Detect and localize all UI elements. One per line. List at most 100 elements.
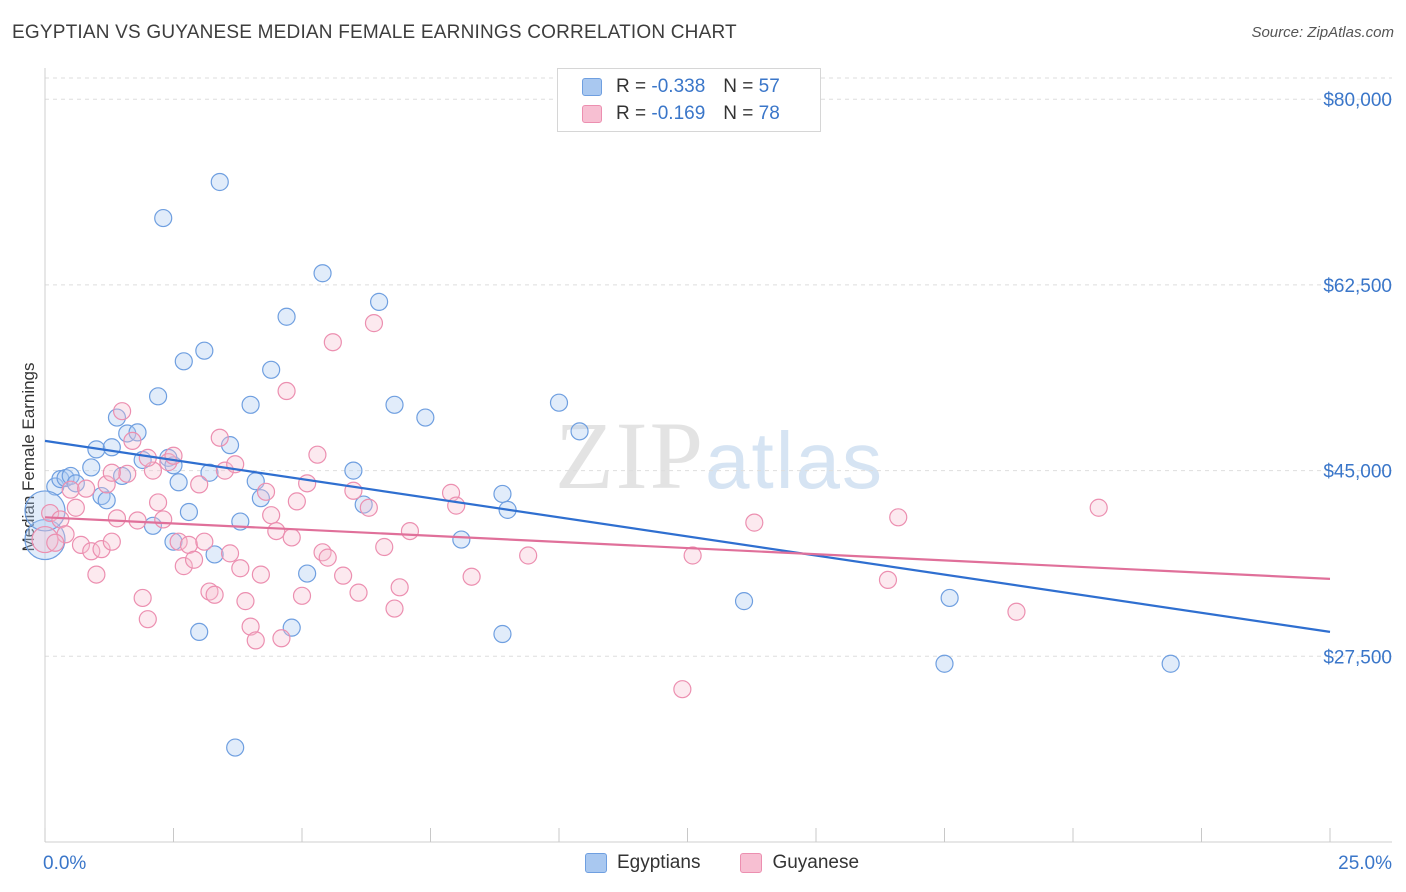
guyanese-point (200, 582, 219, 601)
guyanese-point (169, 532, 188, 551)
x-tick-label: 25.0% (1338, 853, 1392, 874)
legend-item-egyptians[interactable]: Egyptians (585, 852, 700, 874)
guyanese-point (287, 492, 306, 511)
y-tick-label: $62,500 (1323, 276, 1392, 297)
egyptians-point (164, 532, 183, 551)
guyanese-point (359, 498, 378, 517)
egyptians-point (734, 592, 754, 611)
egyptians-point (190, 622, 209, 642)
egyptians-point (493, 624, 512, 644)
legend-r-label: R = (616, 103, 647, 124)
guyanese-point (298, 474, 317, 493)
egyptians-point (174, 352, 193, 371)
guyanese-point (256, 482, 276, 501)
egyptians-point (128, 423, 147, 442)
legend-label-egyptians: Egyptians (617, 852, 701, 873)
egyptians-point (179, 502, 199, 522)
guyanese-point (1007, 602, 1026, 621)
guyanese-point (87, 565, 106, 584)
guyanese-point (349, 583, 368, 602)
guyanese-point (282, 528, 301, 547)
watermark: ZIPatlas (555, 400, 884, 511)
egyptians-point (935, 654, 954, 673)
guyanese-point (112, 402, 132, 421)
egyptians-point (298, 564, 317, 583)
egyptians-point (262, 360, 281, 379)
egyptians-point (148, 387, 168, 406)
egyptians-point (370, 292, 389, 311)
guyanese-point (71, 535, 91, 554)
guyanese-point (673, 680, 692, 699)
y-tick-label: $80,000 (1323, 90, 1392, 111)
egyptians-point (226, 738, 245, 757)
guyanese-point (292, 586, 312, 605)
guyanese-point (400, 521, 420, 541)
legend-row-egyptians: R = -0.338 N = 57 (582, 75, 780, 99)
egyptians-point (200, 463, 219, 482)
guyanese-point (148, 493, 168, 512)
guyanese-point (313, 543, 332, 562)
guyanese-point (92, 540, 111, 559)
legend-swatch-guyanese (582, 105, 602, 123)
legend-n-value: 57 (758, 76, 780, 97)
guyanese-point (190, 475, 209, 494)
egyptians-point (169, 473, 188, 492)
guyanese-point (364, 314, 384, 333)
legend-swatch-egyptians (582, 78, 602, 96)
guyanese-point (236, 592, 255, 611)
source-label: Source: ZipAtlas.com (1251, 24, 1394, 41)
legend-swatch-egyptians (585, 853, 607, 873)
egyptians-point (210, 172, 229, 192)
egyptians-point (97, 491, 116, 510)
egyptians-point (82, 458, 101, 477)
guyanese-point (97, 475, 116, 494)
guyanese-point (462, 567, 481, 586)
guyanese-point (210, 428, 229, 447)
guyanese-point (77, 479, 96, 498)
guyanese-point (745, 513, 764, 532)
guyanese-point (31, 525, 59, 554)
guyanese-point (272, 629, 291, 648)
egyptians-point (220, 436, 240, 455)
egyptians-point (344, 461, 363, 480)
guyanese-point (241, 617, 260, 636)
egyptians-point (416, 408, 435, 427)
egyptians-point (493, 484, 512, 504)
guyanese-point (889, 508, 908, 527)
guyanese-point (683, 546, 702, 565)
legend-r-value: -0.338 (651, 76, 706, 97)
guyanese-point (107, 509, 127, 528)
guyanese-point (1089, 498, 1108, 517)
egyptians-point (1161, 654, 1180, 673)
guyanese-point (133, 588, 152, 608)
egyptians-point (195, 341, 214, 360)
egyptians-point (24, 490, 66, 532)
guyanese-point (447, 496, 466, 515)
legend-swatch-guyanese (740, 853, 763, 873)
guyanese-point (46, 533, 65, 552)
guyanese-point (262, 506, 281, 525)
egyptians-point (385, 395, 404, 414)
egyptians-point (354, 495, 373, 514)
chart-title: EGYPTIAN VS GUYANESE MEDIAN FEMALE EARNI… (12, 22, 737, 43)
egyptians-point (102, 438, 121, 457)
guyanese-point (61, 480, 80, 499)
guyanese-point (246, 631, 265, 650)
guyanese-point (308, 445, 327, 464)
guyanese-trendline (44, 516, 1331, 580)
egyptians-point (940, 588, 959, 608)
guyanese-point (277, 381, 296, 401)
y-tick-label: $45,000 (1323, 462, 1392, 483)
guyanese-point (375, 537, 394, 557)
egyptians-point (154, 208, 173, 228)
legend-row-guyanese: R = -0.169 N = 78 (582, 102, 780, 126)
guyanese-point (267, 521, 286, 541)
legend-n-label: N = (723, 76, 754, 97)
guyanese-point (195, 532, 214, 551)
legend-item-guyanese[interactable]: Guyanese (740, 852, 859, 874)
egyptians-point (549, 393, 569, 412)
guyanese-point (66, 498, 85, 517)
guyanese-point (102, 532, 121, 551)
guyanese-point (174, 557, 193, 576)
